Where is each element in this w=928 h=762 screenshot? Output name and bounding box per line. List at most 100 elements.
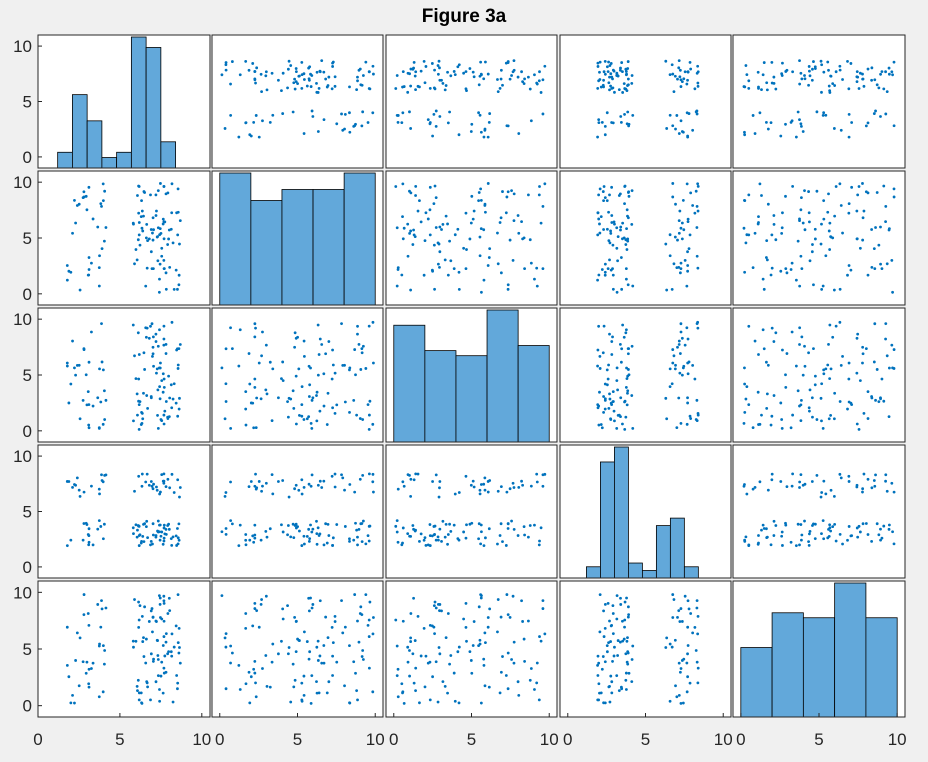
histogram-bar xyxy=(312,189,345,306)
scatter-point xyxy=(892,348,896,351)
scatter-point xyxy=(176,478,180,482)
scatter-point xyxy=(315,81,318,85)
scatter-point xyxy=(626,389,630,393)
scatter-point xyxy=(396,540,400,544)
scatter-point xyxy=(543,64,547,68)
panel-frame xyxy=(211,307,384,443)
scatter-point xyxy=(780,530,784,534)
scatter-point xyxy=(431,675,434,679)
scatter-point xyxy=(623,625,626,629)
x-tick-label: 5 xyxy=(814,730,823,749)
scatter-point xyxy=(176,233,180,237)
scatter-point xyxy=(330,377,334,381)
scatter-point xyxy=(803,228,807,232)
scatter-point xyxy=(423,81,427,85)
scatter-point xyxy=(686,220,690,224)
scatter-point xyxy=(527,193,530,197)
scatter-point xyxy=(597,273,601,277)
scatter-point xyxy=(609,401,613,405)
scatter-point xyxy=(602,199,605,203)
scatter-point xyxy=(289,535,293,539)
scatter-point xyxy=(154,680,158,684)
scatter-point xyxy=(758,422,762,426)
scatter-point xyxy=(172,645,176,649)
scatter-point xyxy=(158,227,162,231)
scatter-point xyxy=(170,654,174,658)
scatter-point xyxy=(873,267,877,271)
panel-r1-c5 xyxy=(732,34,906,169)
scatter-point xyxy=(146,407,150,410)
scatter-point xyxy=(259,538,263,542)
scatter-point xyxy=(679,667,683,670)
scatter-point xyxy=(877,400,881,404)
scatter-point xyxy=(506,60,510,63)
scatter-point xyxy=(528,87,532,91)
scatter-point xyxy=(472,620,476,623)
scatter-point xyxy=(683,258,687,262)
scatter-point xyxy=(598,222,601,226)
scatter-point xyxy=(541,204,545,208)
y-tick-label: 10 xyxy=(13,173,32,192)
scatter-point xyxy=(164,271,168,275)
scatter-point xyxy=(498,691,502,695)
scatter-point xyxy=(412,61,416,64)
scatter-point xyxy=(253,523,257,527)
scatter-point xyxy=(294,650,298,654)
scatter-point xyxy=(680,659,684,662)
scatter-point xyxy=(149,480,153,483)
scatter-point xyxy=(446,691,449,695)
scatter-point xyxy=(291,389,295,393)
scatter-point xyxy=(597,661,601,665)
scatter-point xyxy=(248,382,252,386)
scatter-point xyxy=(91,404,95,408)
scatter-point xyxy=(320,59,324,63)
scatter-point xyxy=(678,75,682,79)
scatter-point xyxy=(73,199,76,202)
scatter-point xyxy=(316,323,320,327)
scatter-point xyxy=(164,640,168,644)
scatter-point xyxy=(249,675,253,679)
scatter-point xyxy=(479,542,483,546)
scatter-point xyxy=(608,392,611,396)
scatter-point xyxy=(615,379,619,383)
histogram-bar xyxy=(101,157,118,169)
scatter-point xyxy=(271,642,275,646)
scatter-point xyxy=(162,481,166,485)
scatter-point xyxy=(322,70,326,74)
scatter-point xyxy=(101,537,105,541)
scatter-point xyxy=(434,125,438,128)
scatter-point xyxy=(341,476,345,480)
scatter-point xyxy=(857,428,861,431)
scatter-point xyxy=(401,237,405,241)
scatter-point xyxy=(293,87,297,91)
scatter-point xyxy=(438,480,442,483)
scatter-point xyxy=(780,74,784,77)
scatter-point xyxy=(294,67,298,70)
scatter-point xyxy=(341,631,345,635)
scatter-point xyxy=(293,331,297,335)
scatter-point xyxy=(317,86,321,90)
scatter-point xyxy=(784,122,787,126)
scatter-point xyxy=(686,250,689,254)
x-tick-label: 10 xyxy=(192,730,211,749)
scatter-point xyxy=(432,202,436,206)
scatter-point xyxy=(482,664,486,667)
scatter-point xyxy=(174,534,178,538)
scatter-point xyxy=(401,480,405,484)
scatter-point xyxy=(322,543,326,547)
scatter-point xyxy=(423,239,427,243)
scatter-point xyxy=(281,530,285,534)
scatter-point xyxy=(469,483,473,487)
histogram-bar xyxy=(72,94,88,169)
scatter-point xyxy=(478,642,482,646)
scatter-point xyxy=(170,632,174,636)
scatter-point xyxy=(679,421,683,425)
scatter-point xyxy=(674,363,677,367)
scatter-point xyxy=(84,194,88,198)
scatter-point xyxy=(510,519,513,523)
scatter-point xyxy=(309,85,313,88)
scatter-point xyxy=(162,635,166,638)
scatter-point xyxy=(765,527,768,531)
scatter-point xyxy=(87,682,91,686)
scatter-point xyxy=(621,639,625,643)
